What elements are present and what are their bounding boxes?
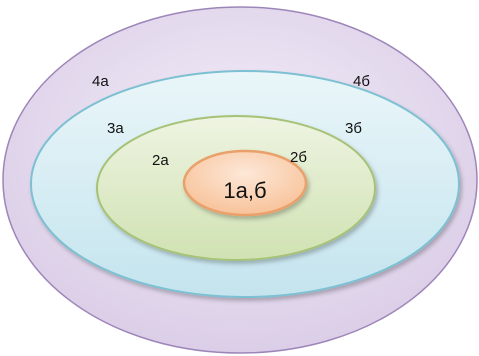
core-ellipse bbox=[182, 149, 308, 217]
label-3a: 3а bbox=[107, 120, 124, 137]
label-core: 1а,б bbox=[223, 178, 266, 203]
label-4a: 4а bbox=[92, 73, 109, 90]
label-4b: 4б bbox=[353, 73, 370, 90]
label-2a: 2а bbox=[152, 152, 169, 169]
label-3b: 3б bbox=[345, 120, 362, 137]
label-2b: 2б bbox=[290, 149, 307, 166]
